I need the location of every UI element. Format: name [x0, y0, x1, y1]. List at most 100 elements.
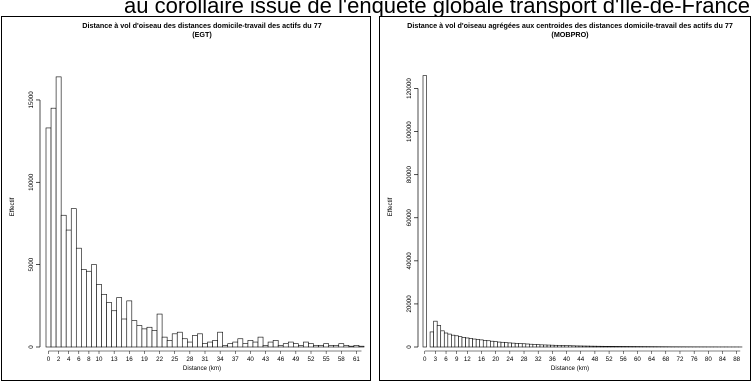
histogram-bar	[166, 340, 173, 348]
x-tick-label: 58	[338, 356, 345, 363]
x-tick-label: 12	[464, 356, 471, 363]
x-tick-label: 13	[111, 356, 118, 363]
histogram-bar	[308, 343, 314, 348]
x-tick-label: 76	[691, 356, 698, 363]
histogram-bar	[564, 345, 569, 348]
histogram-bar	[146, 326, 153, 348]
y-tick-label: 40000	[406, 252, 413, 270]
y-axis-label: Effectif	[9, 197, 16, 216]
x-tick-label: 36	[549, 356, 556, 363]
x-tick-label: 4	[67, 356, 71, 363]
histogram-bar	[257, 336, 264, 348]
x-tick-label: 9	[455, 356, 459, 363]
histogram-bar	[578, 345, 583, 348]
histogram-bar	[171, 333, 178, 348]
x-tick-label: 72	[677, 356, 684, 363]
histogram-bar	[121, 318, 128, 348]
page-title: au corollaire issue de l'enquête globale…	[124, 0, 750, 18]
histogram-bar	[217, 331, 223, 348]
y-tick-label: 0	[406, 345, 413, 349]
histogram-bar	[443, 332, 449, 348]
histogram-bar	[313, 345, 319, 348]
x-tick-label: 37	[232, 356, 239, 363]
x-tick-label: 84	[719, 356, 726, 363]
histogram-bar	[348, 345, 355, 348]
histogram-bar	[65, 229, 72, 348]
histogram-bar	[521, 343, 527, 348]
x-tick-label: 16	[478, 356, 485, 363]
histogram-bar	[96, 284, 102, 348]
histogram-bar	[610, 346, 615, 348]
histogram-bar	[479, 339, 484, 348]
x-tick-label: 60	[634, 356, 641, 363]
histogram-bar	[603, 346, 608, 348]
histogram-bar	[543, 344, 548, 348]
histogram-bar	[582, 345, 587, 348]
histogram-egt: Distance à vol d'oiseau des distances do…	[9, 21, 365, 372]
histogram-bar	[333, 345, 340, 348]
x-tick-label: 49	[292, 356, 299, 363]
x-tick-label: 3	[434, 356, 438, 363]
histogram-bar	[75, 247, 82, 348]
histogram-bar	[617, 346, 622, 348]
histogram-bar	[222, 345, 229, 348]
histogram-bar	[81, 269, 87, 348]
histogram-bar	[55, 76, 62, 348]
y-tick-label: 60000	[406, 209, 413, 227]
chart-panel-egt: Distance à vol d'oiseau des distances do…	[1, 16, 371, 381]
histogram-bar	[212, 340, 218, 348]
histogram-bar	[539, 344, 544, 348]
histogram-bar	[318, 345, 324, 348]
histogram-bar	[86, 270, 92, 348]
histogram-bar	[161, 336, 168, 348]
histogram-bar	[272, 340, 279, 348]
histogram-bar	[151, 330, 158, 348]
histogram-bar	[207, 341, 213, 348]
x-tick-label: 68	[662, 356, 669, 363]
histogram-bar	[550, 344, 555, 348]
histogram-bar	[116, 297, 123, 348]
histogram-bar	[111, 310, 117, 348]
x-tick-label: 28	[186, 356, 193, 363]
x-tick-label: 31	[202, 356, 209, 363]
chart-subtitle: (EGT)	[192, 30, 212, 39]
histogram-bar	[504, 342, 509, 348]
x-tick-label: 55	[323, 356, 330, 363]
histogram-bar	[614, 346, 619, 348]
histogram-bar	[607, 346, 612, 348]
histogram-bar	[141, 328, 148, 348]
histogram-bar	[353, 345, 360, 348]
x-tick-label: 52	[606, 356, 613, 363]
y-tick-label: 5000	[28, 257, 35, 271]
y-tick-label: 15000	[28, 91, 35, 109]
x-tick-label: 32	[535, 356, 542, 363]
histogram-bar	[429, 331, 434, 348]
histogram-bar	[181, 338, 188, 348]
x-tick-label: 80	[705, 356, 712, 363]
histogram-bar	[621, 346, 626, 348]
histogram-bar	[277, 345, 284, 348]
histogram-bar	[458, 336, 463, 348]
histogram-bar	[192, 335, 198, 348]
histogram-bar	[328, 345, 335, 348]
x-tick-label: 28	[521, 356, 528, 363]
x-tick-label: 24	[506, 356, 513, 363]
x-tick-label: 52	[308, 356, 315, 363]
histogram-bar	[560, 345, 566, 348]
y-tick-label: 10000	[28, 173, 35, 191]
histogram-bar	[546, 344, 551, 348]
histogram-bar	[475, 339, 481, 348]
histogram-bar	[176, 331, 183, 348]
histogram-bar	[507, 342, 512, 348]
histogram-bar	[422, 75, 427, 348]
histogram-bar	[293, 343, 299, 348]
histogram-bar	[252, 341, 259, 348]
histogram-bar	[461, 337, 466, 348]
x-tick-label: 6	[444, 356, 448, 363]
histogram-bar	[287, 341, 294, 348]
histogram-bar	[323, 343, 329, 348]
histogram-bar	[589, 345, 594, 348]
x-tick-label: 40	[247, 356, 254, 363]
histogram-bar	[60, 214, 67, 348]
chart-title: Distance à vol d'oiseau agrégées aux cen…	[407, 21, 733, 30]
